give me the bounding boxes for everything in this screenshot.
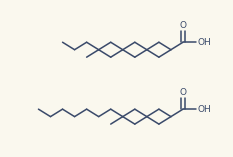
- Text: O: O: [179, 88, 186, 97]
- Text: OH: OH: [197, 38, 211, 47]
- Text: OH: OH: [197, 105, 211, 114]
- Text: O: O: [179, 21, 186, 30]
